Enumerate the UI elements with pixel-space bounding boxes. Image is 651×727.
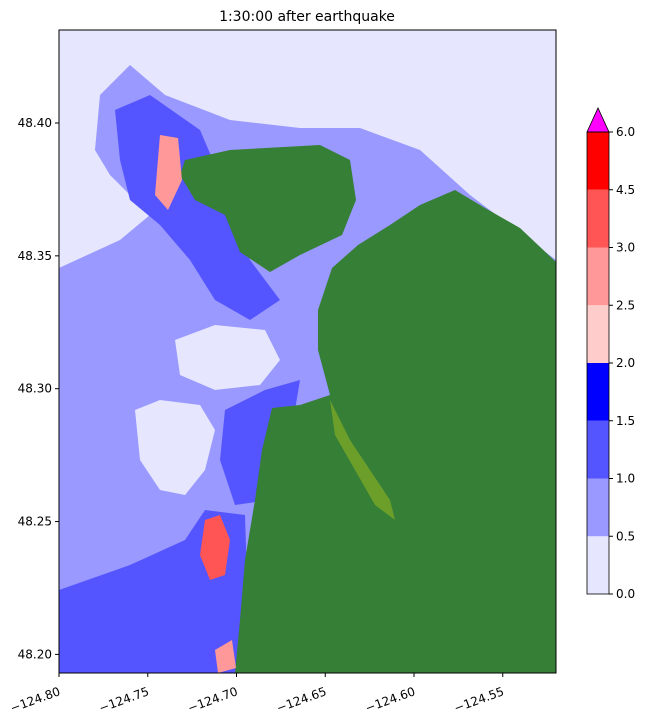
colorbar-tick-label: 6.0 <box>616 125 635 139</box>
colorbar-tick-label: 0.0 <box>616 587 635 601</box>
colorbar-bin <box>587 305 609 363</box>
land <box>180 145 356 272</box>
axes-frame <box>58 29 557 674</box>
y-tick-label: 48.30 <box>18 382 52 396</box>
y-tick-label: 48.35 <box>18 249 52 263</box>
x-tick-label: −124.60 <box>363 684 417 715</box>
strong-zone <box>115 95 280 320</box>
colorbar-extend <box>586 107 610 133</box>
colorbar-bin <box>587 247 609 306</box>
surge <box>215 640 236 673</box>
colorbar-bin <box>587 189 609 248</box>
x-tick-label: −124.55 <box>452 684 506 715</box>
calm-patch <box>135 400 215 495</box>
colorbar-bin <box>587 536 609 594</box>
colorbar-bin <box>587 363 609 421</box>
x-tick-label: −124.75 <box>97 684 151 715</box>
colorbar-bin <box>587 478 609 537</box>
y-tick-label: 48.20 <box>18 647 52 661</box>
surge <box>200 515 230 580</box>
calm-patch <box>175 325 280 390</box>
colorbar-bin <box>587 420 609 479</box>
y-tick-label: 48.40 <box>18 116 52 130</box>
colorbar-bin <box>587 132 609 190</box>
x-tick-label: −124.70 <box>186 684 240 715</box>
x-tick-label: −124.80 <box>8 684 62 715</box>
colorbar-tick-label: 3.0 <box>616 241 635 255</box>
chart-title: 1:30:00 after earthquake <box>219 9 395 25</box>
colorbar-tick-label: 2.0 <box>616 356 635 370</box>
colorbar-tick-label: 1.5 <box>616 414 635 428</box>
colorbar-tick-label: 2.5 <box>616 298 635 312</box>
colorbar-tick-label: 4.5 <box>616 183 635 197</box>
surge <box>155 135 182 210</box>
x-tick-label: −124.65 <box>275 684 329 715</box>
y-tick-label: 48.25 <box>18 515 52 529</box>
colorbar-tick-label: 0.5 <box>616 529 635 543</box>
inlet <box>330 400 395 520</box>
map <box>59 30 556 673</box>
land <box>235 190 556 673</box>
colorbar-tick-label: 1.0 <box>616 472 635 486</box>
